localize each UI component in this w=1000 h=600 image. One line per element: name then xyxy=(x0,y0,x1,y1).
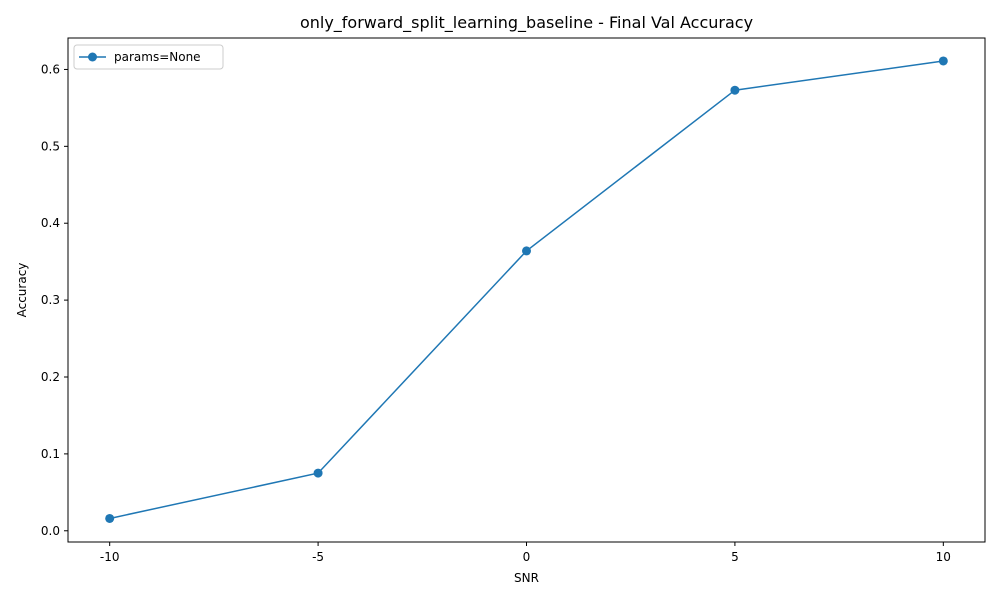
plot-area xyxy=(67,37,986,543)
x-tick-label: -5 xyxy=(312,550,324,564)
data-point xyxy=(730,85,740,95)
y-axis: 0.0 0.1 0.2 0.3 0.4 0.5 0.6 xyxy=(41,62,68,538)
y-tick-label: 0.6 xyxy=(41,62,60,76)
data-point xyxy=(313,468,323,478)
y-tick-label: 0.3 xyxy=(41,293,60,307)
chart-title: only_forward_split_learning_baseline - F… xyxy=(300,13,753,33)
y-tick-label: 0.4 xyxy=(41,216,60,230)
y-tick-label: 0.1 xyxy=(41,447,60,461)
legend: params=None xyxy=(73,44,224,70)
x-tick-label: -10 xyxy=(100,550,120,564)
data-point xyxy=(105,513,115,523)
y-tick-label: 0.2 xyxy=(41,370,60,384)
series-layer xyxy=(105,56,948,523)
series-line xyxy=(109,60,944,520)
legend-label: params=None xyxy=(114,50,201,64)
x-axis-label: SNR xyxy=(514,571,539,585)
y-tick-label: 0.0 xyxy=(41,524,60,538)
x-tick-label: 0 xyxy=(523,550,531,564)
legend-box xyxy=(73,44,224,70)
data-point xyxy=(938,56,948,66)
legend-marker xyxy=(88,52,97,62)
y-axis-label: Accuracy xyxy=(15,263,29,318)
x-tick-label: 5 xyxy=(731,550,739,564)
x-tick-label: 10 xyxy=(936,550,951,564)
y-tick-label: 0.5 xyxy=(41,139,60,153)
x-axis: -10 -5 0 5 10 xyxy=(100,542,951,564)
data-point xyxy=(522,246,531,256)
